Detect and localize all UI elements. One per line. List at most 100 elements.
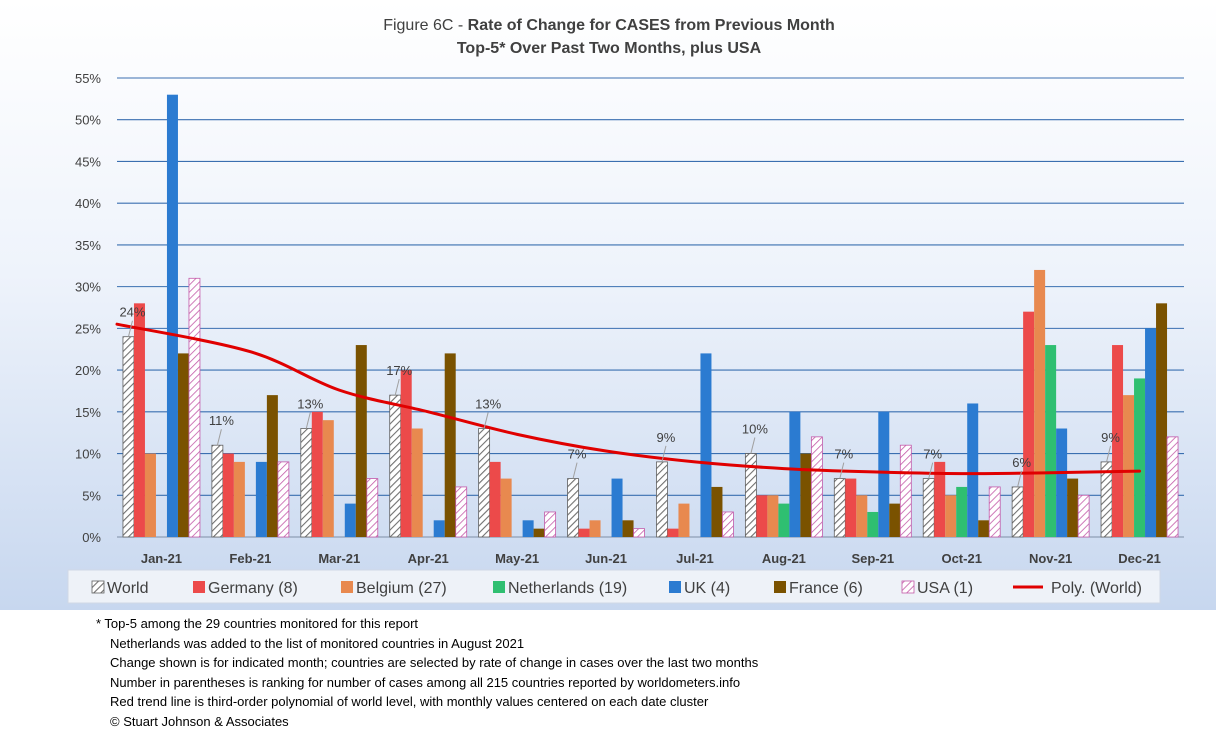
x-tick-label: May-21 bbox=[495, 551, 539, 566]
data-label-leader bbox=[483, 412, 489, 429]
bar-germany bbox=[400, 370, 412, 537]
x-tick-label: Sep-21 bbox=[851, 551, 894, 566]
data-labels: 24% 11% 13% 17% 13% 7% 9% 10% 7% 7% 6% 9% bbox=[119, 305, 1120, 488]
bar-germany bbox=[578, 528, 590, 537]
legend-item: Belgium (27) bbox=[341, 580, 447, 597]
x-tick-label: Mar-21 bbox=[318, 551, 360, 566]
bar-france bbox=[266, 395, 278, 537]
y-tick-label: 30% bbox=[75, 280, 101, 295]
bar-uk bbox=[878, 411, 890, 537]
bar-netherlands bbox=[1045, 345, 1057, 537]
legend-label: USA (1) bbox=[917, 580, 973, 597]
bar-world bbox=[389, 394, 402, 538]
bar-germany bbox=[489, 461, 501, 537]
bars bbox=[122, 94, 1179, 538]
y-tick-label: 45% bbox=[75, 154, 101, 169]
y-axis: 0% 5% 10% 15% 20% 25% 30% 35% 40% 45% 50% 55% bbox=[75, 71, 101, 545]
bar-uk bbox=[166, 94, 178, 537]
trendline bbox=[115, 322, 1142, 476]
bar-netherlands bbox=[867, 511, 879, 537]
bar-world bbox=[1011, 486, 1024, 538]
bar-uk bbox=[344, 503, 356, 537]
bar-usa bbox=[188, 277, 201, 538]
y-tick-label: 20% bbox=[75, 363, 101, 378]
bar-belgium bbox=[144, 453, 156, 537]
bar-germany bbox=[1112, 345, 1124, 537]
bar-world bbox=[567, 478, 579, 538]
chart-area: Figure 6C - Rate of Change for CASES fro… bbox=[0, 0, 1216, 610]
bar-germany bbox=[845, 478, 857, 537]
data-label-leader bbox=[127, 320, 133, 337]
x-tick-label: Jun-21 bbox=[585, 551, 627, 566]
data-label: 13% bbox=[297, 397, 323, 412]
footnotes: * Top-5 among the 29 countries monitored… bbox=[0, 614, 1216, 731]
footnote-1: * Top-5 among the 29 countries monitored… bbox=[96, 616, 419, 631]
footnote-4: Number in parentheses is ranking for num… bbox=[110, 674, 741, 690]
data-label-leader bbox=[305, 412, 311, 429]
bar-netherlands bbox=[778, 503, 790, 537]
bar-chart: Figure 6C - Rate of Change for CASES fro… bbox=[67, 17, 1184, 604]
legend-swatch bbox=[669, 581, 681, 593]
bar-usa bbox=[633, 528, 645, 538]
footnote-3: Change shown is for indicated month; cou… bbox=[110, 655, 759, 670]
bar-germany bbox=[311, 411, 323, 537]
y-tick-label: 5% bbox=[82, 488, 101, 503]
y-tick-label: 55% bbox=[75, 71, 101, 86]
bar-germany bbox=[756, 495, 768, 537]
bar-world bbox=[833, 478, 846, 538]
legend-label: France (6) bbox=[789, 580, 863, 597]
bar-germany bbox=[667, 528, 679, 537]
data-label: 7% bbox=[923, 447, 942, 462]
bar-france bbox=[1067, 478, 1079, 537]
bar-france bbox=[800, 453, 812, 537]
footnote-6: © Stuart Johnson & Associates bbox=[110, 713, 289, 729]
data-label: 10% bbox=[742, 422, 768, 437]
data-label-leader bbox=[928, 462, 934, 479]
bar-usa bbox=[455, 486, 468, 538]
bar-usa bbox=[988, 486, 1001, 538]
gridlines bbox=[117, 77, 1184, 538]
legend-swatch bbox=[341, 581, 353, 593]
bar-belgium bbox=[500, 478, 512, 537]
y-tick-label: 10% bbox=[75, 447, 101, 462]
data-label: 11% bbox=[209, 413, 234, 428]
bar-usa bbox=[366, 478, 379, 538]
bar-world bbox=[478, 428, 491, 538]
bar-netherlands bbox=[956, 486, 968, 537]
bar-world bbox=[211, 444, 224, 538]
bar-france bbox=[1156, 303, 1168, 537]
y-tick-label: 35% bbox=[75, 238, 101, 253]
bar-world bbox=[300, 428, 313, 538]
y-tick-label: 40% bbox=[75, 196, 101, 211]
bar-usa bbox=[544, 511, 557, 538]
bar-belgium bbox=[1123, 395, 1135, 537]
y-tick-label: 25% bbox=[75, 321, 101, 336]
data-label: 17% bbox=[386, 363, 412, 378]
footnote-5: Red trend line is third-order polynomial… bbox=[110, 694, 709, 709]
bar-world bbox=[122, 336, 135, 538]
bar-usa bbox=[277, 461, 290, 538]
x-tick-label: Jan-21 bbox=[141, 551, 182, 566]
bar-usa bbox=[1077, 494, 1090, 538]
data-label-leader bbox=[1106, 445, 1112, 463]
legend-swatch bbox=[774, 581, 786, 593]
legend-item: France (6) bbox=[774, 580, 863, 597]
data-label-leader bbox=[572, 462, 578, 479]
y-tick-label: 15% bbox=[75, 405, 101, 420]
bar-world bbox=[656, 461, 668, 538]
bar-belgium bbox=[411, 428, 423, 537]
data-label-leader bbox=[394, 379, 400, 396]
legend-item: Germany (8) bbox=[193, 580, 298, 597]
bar-france bbox=[177, 353, 189, 537]
legend-label: Belgium (27) bbox=[356, 580, 447, 597]
data-label: 9% bbox=[657, 430, 676, 445]
legend-label: Germany (8) bbox=[208, 580, 298, 597]
bar-belgium bbox=[945, 495, 957, 537]
bar-france bbox=[622, 520, 634, 537]
bar-belgium bbox=[322, 420, 334, 537]
bar-france bbox=[889, 503, 901, 537]
bar-france bbox=[355, 345, 367, 537]
bar-belgium bbox=[767, 495, 779, 537]
legend: World Germany (8) Belgium (27) Netherlands … bbox=[67, 569, 1161, 604]
data-label: 24% bbox=[119, 305, 145, 320]
